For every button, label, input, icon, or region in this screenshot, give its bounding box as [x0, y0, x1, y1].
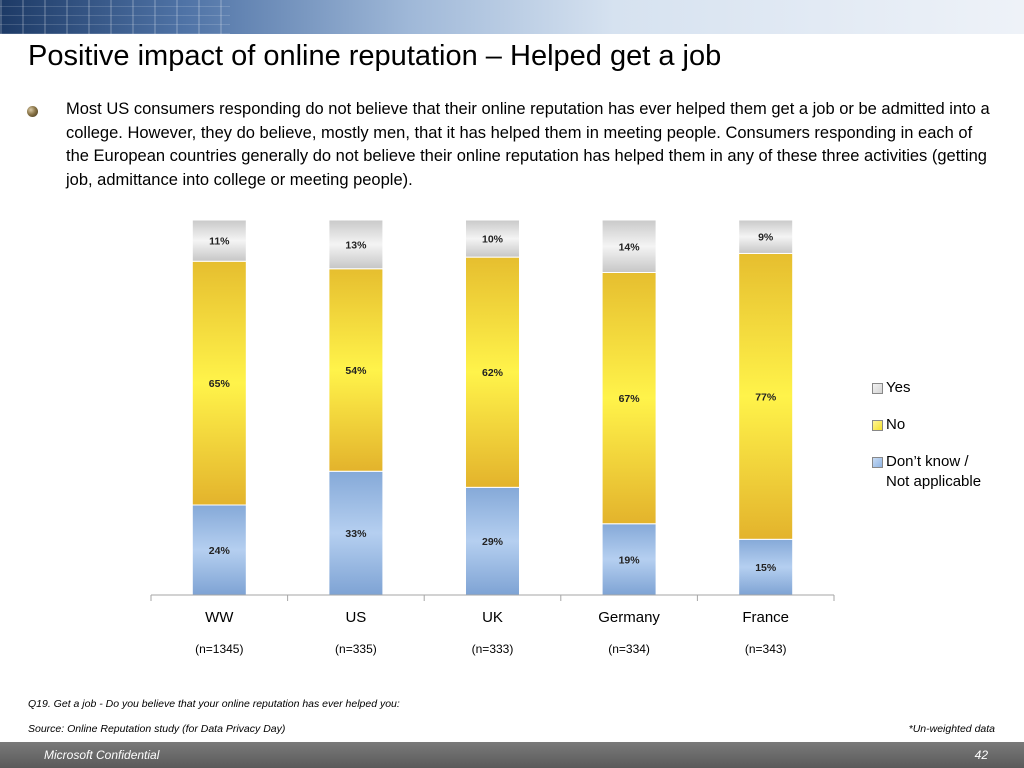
data-label-dont_know-france: 15%: [755, 562, 777, 574]
sample-size-france: (n=343): [745, 642, 787, 656]
data-label-dont_know-uk: 29%: [482, 536, 504, 548]
bar-yes-ww: [191, 219, 247, 262]
source-footnote: Source: Online Reputation study (for Dat…: [28, 723, 286, 735]
data-label-no-germany: 67%: [619, 393, 641, 405]
sample-size-uk: (n=333): [472, 642, 514, 656]
sample-size-germany: (n=334): [608, 642, 650, 656]
top-banner: [0, 0, 1024, 34]
data-label-yes-france: 9%: [758, 232, 774, 244]
bar-no-germany: [601, 272, 657, 525]
bar-dont_know-germany: [601, 523, 657, 596]
sample-size-ww: (n=1345): [195, 642, 243, 656]
data-label-dont_know-germany: 19%: [619, 554, 641, 566]
x-tick-label-us: US: [345, 609, 366, 626]
data-label-yes-germany: 14%: [619, 241, 641, 253]
data-label-dont_know-ww: 24%: [209, 545, 231, 557]
bar-yes-us: [328, 219, 384, 270]
legend-swatch-dont-know: [872, 457, 883, 468]
page-number: 42: [974, 748, 988, 762]
footer-confidential: Microsoft Confidential: [44, 748, 160, 762]
banner-pattern: [0, 0, 230, 34]
body-text: Most US consumers responding do not beli…: [66, 100, 990, 189]
legend-label-yes: Yes: [886, 379, 911, 396]
data-label-yes-us: 13%: [345, 239, 367, 251]
data-label-yes-uk: 10%: [482, 234, 504, 246]
legend-swatch-no: [872, 420, 883, 431]
slide-title: Positive impact of online reputation – H…: [28, 40, 722, 72]
unweighted-note: *Un-weighted data: [908, 723, 995, 735]
legend-label-no: No: [886, 416, 906, 433]
bar-no-france: [738, 252, 794, 540]
bar-no-ww: [191, 260, 247, 506]
x-tick-label-germany: Germany: [598, 609, 660, 626]
legend-swatch-yes: [872, 383, 883, 394]
legend-label-dont-know: Don’t know / Not applicable: [886, 453, 982, 490]
data-label-no-us: 54%: [345, 365, 367, 377]
x-tick-label-uk: UK: [482, 609, 503, 626]
bar-yes-france: [738, 219, 794, 254]
bar-yes-uk: [465, 219, 520, 258]
data-label-no-uk: 62%: [482, 367, 504, 379]
data-label-yes-ww: 11%: [209, 236, 230, 248]
bullet-icon: [27, 106, 38, 117]
x-tick-label-france: France: [742, 609, 789, 626]
bar-no-us: [328, 268, 384, 472]
bar-dont_know-us: [328, 470, 384, 596]
footer-bar: Microsoft Confidential 42: [0, 742, 1024, 768]
sample-size-us: (n=335): [335, 642, 377, 656]
data-label-no-france: 77%: [755, 391, 777, 403]
bar-dont_know-france: [738, 538, 794, 596]
bar-no-uk: [465, 256, 520, 488]
x-tick-label-ww: WW: [205, 609, 234, 626]
question-footnote: Q19. Get a job - Do you believe that you…: [28, 698, 400, 710]
data-label-dont_know-us: 33%: [345, 528, 367, 540]
data-label-no-ww: 65%: [209, 378, 231, 390]
bar-yes-germany: [601, 219, 657, 273]
